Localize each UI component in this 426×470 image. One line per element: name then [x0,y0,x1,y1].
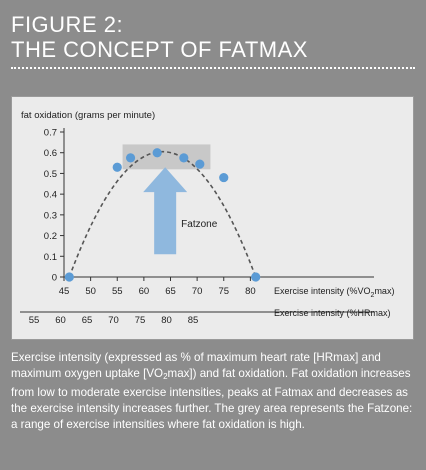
data-point [112,162,122,172]
data-point [219,172,229,183]
x2-tick-label: 70 [108,315,119,326]
figure-caption: Exercise intensity (expressed as % of ma… [11,350,417,433]
x2-tick-label: 55 [29,315,40,326]
y-tick-label: 0.3 [44,210,57,221]
y-axis-title: fat oxidation (grams per minute) [21,110,155,121]
x-tick-label: 70 [192,286,203,297]
caption-subscript: 2 [163,372,168,381]
fat-oxidation-curve [68,151,257,278]
fatmax-chart: fat oxidation (grams per minute) Fatzone 0… [20,110,394,326]
y-tick-label: 0 [52,273,57,284]
x-tick-label: 45 [59,286,70,297]
fatzone-arrow [143,167,188,255]
x2-tick-label: 85 [188,315,199,326]
x-tick-label: 55 [112,286,123,297]
x2-tick-label: 75 [135,315,146,326]
data-point [64,272,74,282]
data-point [125,153,136,163]
caption-part1: Exercise intensity (expressed as % of ma… [11,351,381,380]
x2-axis-title: Exercise intensity (%HRmax) [274,308,391,318]
x-tick-label: 65 [165,286,176,297]
data-point [152,148,162,158]
y-tick-label: 0.1 [44,252,57,263]
x-tick-label: 60 [139,286,150,297]
x-axis-title: Exercise intensity (%VO2max) [274,286,394,299]
figure-title: THE CONCEPT OF FATMAX [11,37,308,62]
x-tick-label: 80 [245,286,256,297]
y-tick-label: 0.2 [44,231,57,242]
y-tick-label: 0.4 [44,190,57,201]
x2-tick-label: 80 [161,315,172,326]
x2-tick-label: 65 [82,315,93,326]
caption-part2: max]) and fat oxidation. Fat oxidation i… [11,367,413,431]
fatzone-label: Fatzone [181,219,218,230]
x2-tick-label: 60 [55,315,66,326]
data-point [251,272,261,282]
y-tick-label: 0.6 [44,148,57,159]
y-tick-label: 0.5 [44,169,57,180]
data-point [179,153,189,163]
figure-label: FIGURE 2: [11,12,124,37]
x-tick-label: 50 [85,286,96,297]
y-tick-label: 0.7 [44,128,57,139]
dotted-divider [11,67,415,69]
chart-panel: fat oxidation (grams per minute) Fatzone 0… [11,96,414,340]
x-tick-label: 75 [218,286,229,297]
data-point [195,159,205,169]
